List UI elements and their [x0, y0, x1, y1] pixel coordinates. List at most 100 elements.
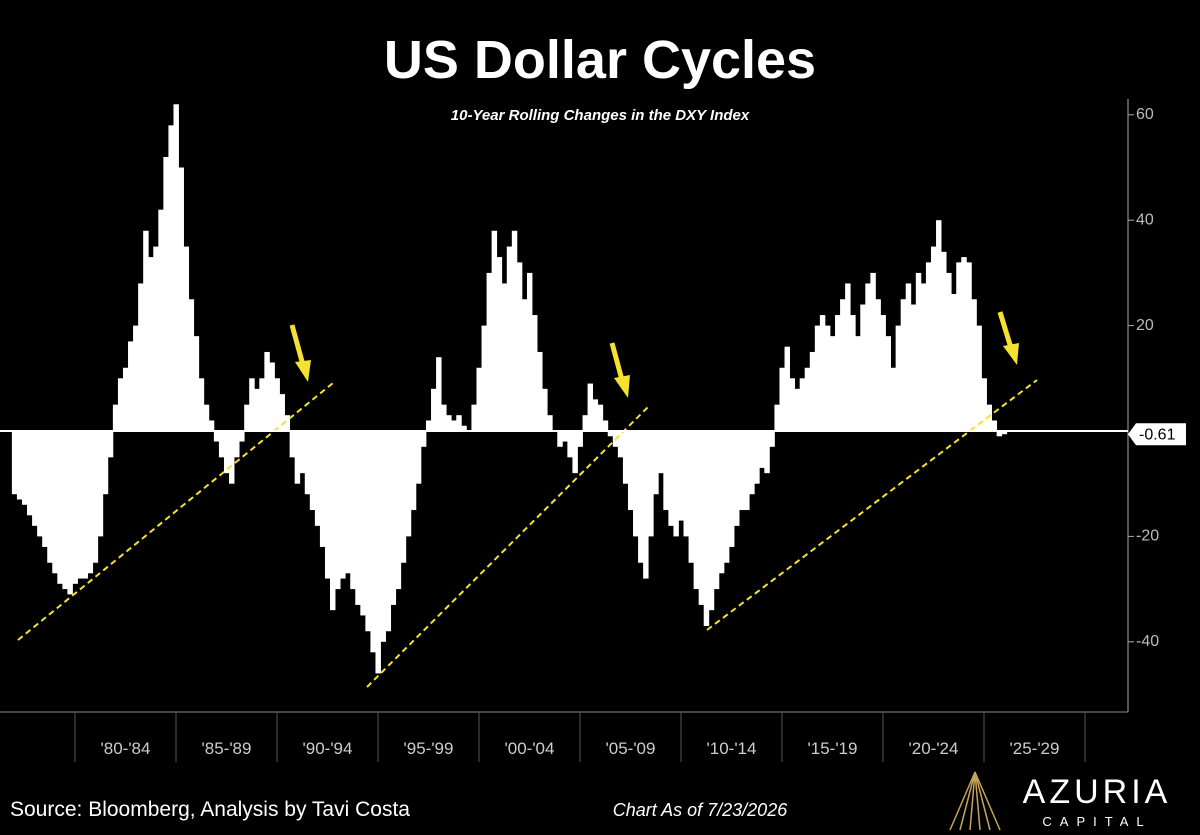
- bar: [420, 430, 427, 447]
- bar: [996, 430, 1003, 437]
- bar: [380, 430, 386, 642]
- bar: [289, 430, 296, 458]
- bar: [829, 336, 836, 431]
- bar: [976, 325, 982, 431]
- bar: [446, 415, 452, 431]
- bar: [981, 378, 987, 431]
- bar: [915, 272, 922, 431]
- bar: [112, 404, 119, 431]
- bar: [961, 257, 967, 431]
- bar: [42, 430, 48, 547]
- bar: [183, 246, 190, 431]
- bar: [57, 430, 63, 584]
- bar: [21, 430, 28, 505]
- bar: [890, 367, 897, 431]
- x-tick-label: '15-'19: [808, 739, 858, 758]
- bar: [264, 351, 270, 431]
- bar: [319, 430, 326, 547]
- bar: [244, 404, 250, 431]
- bar: [400, 430, 407, 563]
- bar: [562, 430, 568, 442]
- bar: [395, 430, 402, 590]
- bar: [456, 415, 462, 431]
- bar: [900, 299, 907, 431]
- x-tick-label: '20-'24: [909, 739, 959, 758]
- bar: [557, 430, 563, 447]
- bar: [37, 430, 43, 537]
- arrow-head: [1003, 343, 1019, 365]
- bar: [294, 430, 301, 484]
- bar: [789, 378, 796, 431]
- bar: [299, 430, 306, 474]
- bar: [52, 430, 58, 574]
- bar: [941, 251, 947, 431]
- bar: [986, 404, 992, 431]
- x-tick-label: '90-'94: [303, 739, 353, 758]
- bar: [824, 325, 831, 431]
- bar: [673, 430, 679, 537]
- trend-line: [706, 379, 1038, 631]
- bar: [168, 125, 174, 431]
- x-tick-label: '05-'09: [606, 739, 656, 758]
- bar: [658, 430, 664, 474]
- bar: [930, 246, 937, 431]
- bar: [653, 430, 659, 495]
- bar: [451, 420, 457, 431]
- bar: [274, 378, 280, 431]
- bar: [11, 430, 18, 495]
- bar: [607, 430, 614, 437]
- y-tick-label: -40: [1136, 633, 1159, 650]
- bar: [577, 430, 583, 447]
- bar: [218, 430, 225, 458]
- bar: [133, 325, 139, 431]
- bar: [390, 430, 397, 605]
- bar: [138, 283, 144, 431]
- bar: [431, 388, 437, 431]
- bar: [643, 430, 649, 579]
- y-tick-label: 40: [1136, 211, 1154, 228]
- bar: [567, 430, 573, 458]
- bar: [62, 430, 68, 590]
- bar: [259, 378, 265, 431]
- bar: [365, 430, 371, 632]
- bar: [223, 430, 230, 474]
- bar: [678, 430, 684, 521]
- bar: [284, 415, 291, 431]
- bar: [532, 315, 538, 431]
- brand: AZURIA: [1023, 773, 1172, 811]
- bar: [193, 336, 200, 431]
- bar: [163, 156, 169, 431]
- bar: [880, 315, 886, 431]
- bar: [239, 430, 245, 442]
- bar: [597, 404, 604, 431]
- bar: [178, 167, 184, 431]
- bar: [814, 325, 821, 431]
- bar: [855, 336, 861, 431]
- bar: [537, 351, 543, 431]
- x-tick-label: '80-'84: [101, 739, 151, 758]
- bar: [769, 430, 775, 447]
- bar: [32, 430, 38, 526]
- bar: [1001, 430, 1008, 435]
- bar: [683, 430, 689, 537]
- last-value-tag: [1128, 423, 1186, 446]
- bar: [688, 430, 695, 563]
- bar: [895, 325, 902, 431]
- bar: [425, 420, 432, 431]
- bar: [804, 367, 811, 431]
- bar: [410, 430, 417, 511]
- bar: [779, 367, 785, 431]
- brand-sub: CAPITAL: [1042, 814, 1151, 829]
- bar: [249, 378, 255, 431]
- bar: [819, 315, 826, 431]
- y-tick-label: 60: [1136, 106, 1154, 123]
- bar: [587, 383, 594, 431]
- bar: [385, 430, 392, 632]
- bar: [254, 388, 260, 431]
- bar: [360, 430, 366, 616]
- bar: [345, 430, 351, 574]
- bar: [77, 430, 83, 579]
- bar: [229, 430, 235, 484]
- x-tick-label: '00-'04: [505, 739, 555, 758]
